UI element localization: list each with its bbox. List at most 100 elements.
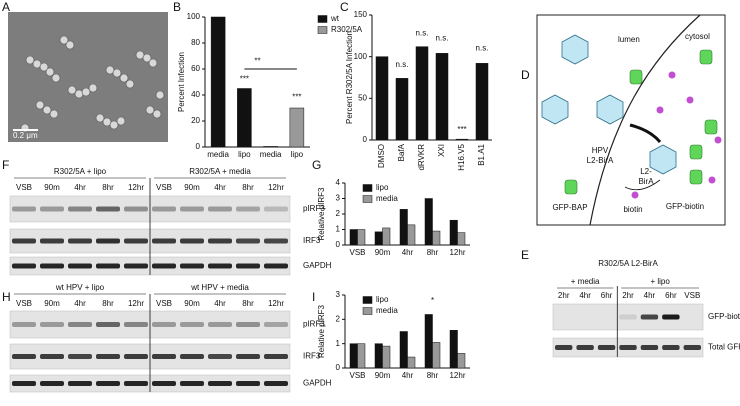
legend-label: media bbox=[376, 306, 398, 315]
blot-band bbox=[12, 322, 36, 327]
scale-bar-label: 0.2 μm bbox=[13, 131, 38, 140]
band-label: GAPDH bbox=[303, 379, 332, 388]
y-tick-label: 0 bbox=[336, 363, 341, 372]
blot-band bbox=[208, 263, 232, 269]
diagram-label: HPV bbox=[592, 146, 609, 155]
blot-band bbox=[96, 238, 120, 244]
y-tick-label: 80 bbox=[191, 38, 200, 47]
blot-band bbox=[12, 263, 36, 269]
lane-label: 2hr bbox=[558, 291, 570, 300]
blot-band bbox=[12, 381, 36, 386]
blot-band bbox=[264, 381, 288, 386]
lane-label: 4hr bbox=[74, 183, 86, 192]
y-tick-label: 4 bbox=[336, 178, 341, 187]
lane-label: 90m bbox=[184, 299, 200, 308]
blot-band bbox=[68, 206, 92, 212]
y-tick-label: 100 bbox=[187, 12, 201, 21]
bar bbox=[357, 343, 366, 369]
diagram-label: GFP-BAP bbox=[552, 203, 587, 212]
bar bbox=[457, 232, 466, 246]
band-label: IRF3 bbox=[303, 236, 321, 245]
blot-band bbox=[124, 206, 148, 212]
blot-band bbox=[68, 381, 92, 386]
y-tick-label: 0 bbox=[336, 240, 341, 249]
blot-band bbox=[576, 345, 594, 350]
annotation: n.s. bbox=[396, 60, 409, 69]
bar bbox=[399, 209, 408, 246]
legend-swatch bbox=[317, 26, 328, 34]
lane-label: 12hr bbox=[268, 299, 284, 308]
bar bbox=[374, 231, 383, 246]
blot-band bbox=[152, 381, 176, 386]
y-axis-label: Relative pIRF3 bbox=[317, 305, 326, 358]
legend-label: lipo bbox=[376, 295, 389, 304]
blot-band bbox=[640, 314, 659, 320]
y-tick-label: 1 bbox=[336, 225, 341, 234]
lane-label: VSB bbox=[16, 299, 32, 308]
diagram-label: BirA bbox=[638, 177, 654, 186]
lane-label: 4hr bbox=[214, 299, 226, 308]
blot-band bbox=[68, 322, 92, 327]
y-tick-label: 0 bbox=[363, 135, 368, 144]
blot-band bbox=[152, 206, 176, 212]
x-tick-label: 90m bbox=[375, 248, 391, 257]
y-tick-label: 20 bbox=[191, 116, 200, 125]
bar bbox=[475, 63, 489, 141]
lane-label: VSB bbox=[16, 183, 32, 192]
y-tick-label: 60 bbox=[191, 64, 200, 73]
blot-band bbox=[68, 263, 92, 269]
bar bbox=[289, 107, 305, 148]
diagram-label: biotin bbox=[623, 205, 642, 214]
blot-band bbox=[96, 206, 120, 212]
x-tick-label: 12hr bbox=[449, 371, 465, 380]
blot-band bbox=[236, 206, 260, 212]
x-tick-label: media bbox=[207, 150, 229, 159]
blot-band bbox=[180, 381, 204, 386]
annotation: *** bbox=[292, 93, 301, 102]
annotation: n.s. bbox=[416, 28, 429, 37]
lane-label: VSB bbox=[684, 291, 700, 300]
bar bbox=[449, 330, 458, 369]
lane-label: 4hr bbox=[214, 183, 226, 192]
blot-band bbox=[264, 238, 288, 244]
blot-band bbox=[208, 381, 232, 386]
x-tick-label: VSB bbox=[349, 371, 365, 380]
blot-band bbox=[180, 354, 204, 359]
x-tick-label: 12hr bbox=[449, 248, 465, 257]
blot-band bbox=[208, 238, 232, 244]
bar bbox=[449, 219, 458, 246]
panel-letter: A bbox=[2, 0, 10, 14]
legend-label: R302/5A bbox=[331, 25, 363, 34]
lane-label: 90m bbox=[44, 183, 60, 192]
blot-band bbox=[180, 206, 204, 212]
blot-group-label: R302/5A + media bbox=[189, 167, 251, 176]
x-tick-label: 90m bbox=[375, 371, 391, 380]
blot-band bbox=[236, 263, 260, 269]
lane-label: 8hr bbox=[102, 299, 114, 308]
diagram: lumen cytosol HPV L2-BirA L2- BirA GFP-B… bbox=[536, 14, 726, 226]
y-tick-label: 0 bbox=[196, 142, 201, 151]
blot-band bbox=[236, 238, 260, 244]
blot-band bbox=[68, 354, 92, 359]
lane-label: 8hr bbox=[102, 183, 114, 192]
x-tick-label: VSB bbox=[349, 248, 365, 257]
lane-label: 4hr bbox=[74, 299, 86, 308]
blot-band bbox=[683, 345, 701, 350]
blot-band bbox=[208, 354, 232, 359]
x-tick-label: dRVKR bbox=[417, 144, 426, 171]
lane-label: 90m bbox=[44, 299, 60, 308]
blot-band bbox=[40, 381, 64, 386]
bar bbox=[432, 230, 441, 246]
blot-band bbox=[40, 263, 64, 269]
lane-label: 6hr bbox=[665, 291, 677, 300]
annotation: n.s. bbox=[476, 43, 489, 52]
band-label: IRF3 bbox=[303, 352, 321, 361]
y-tick-label: 1 bbox=[336, 339, 341, 348]
legend-label: media bbox=[376, 194, 398, 203]
blot-band bbox=[96, 263, 120, 269]
blot-band bbox=[124, 322, 148, 327]
legend-swatch bbox=[362, 184, 373, 192]
panel-letter: E bbox=[521, 248, 529, 262]
blot-band bbox=[124, 263, 148, 269]
blot-band bbox=[555, 345, 573, 350]
